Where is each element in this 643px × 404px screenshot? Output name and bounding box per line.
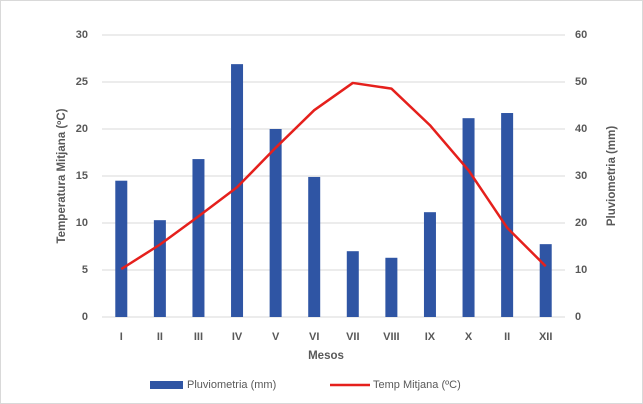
line: [120, 81, 547, 271]
y-tick-label: 0: [82, 311, 88, 323]
legend-label: Pluviometria (mm): [187, 379, 276, 391]
bar: [231, 64, 244, 317]
bar: [501, 113, 514, 318]
y2-tick-label: 20: [575, 217, 587, 229]
y2-tick-label: 10: [575, 264, 587, 276]
bar: [308, 176, 321, 317]
legend-swatch: [150, 381, 183, 389]
y2-tick-label: 50: [575, 76, 587, 88]
x-axis-title: Mesos: [308, 350, 344, 362]
bar: [346, 251, 359, 317]
y-tick-label: 20: [76, 123, 88, 135]
legend-label: Temp Mitjana (ºC): [373, 379, 461, 391]
y2-tick-label: 30: [575, 170, 587, 182]
bar: [192, 159, 205, 317]
y-tick-label: 30: [76, 29, 88, 41]
y2-tick-label: 0: [575, 311, 581, 323]
x-tick-label: I: [120, 331, 123, 343]
bar: [153, 220, 166, 317]
y-axis-title: Temperatura Mitjana (ºC): [56, 108, 68, 243]
x-tick-label: II: [157, 331, 163, 343]
x-tick-label: III: [194, 331, 203, 343]
bar: [115, 180, 128, 317]
x-tick-label: II: [504, 331, 510, 343]
bar: [385, 257, 398, 317]
y2-axis-title: Pluviometria (mm): [606, 126, 618, 226]
x-tick-label: VI: [309, 331, 319, 343]
x-tick-label: IV: [232, 331, 243, 343]
x-tick-label: V: [272, 331, 280, 343]
y-tick-label: 25: [76, 76, 88, 88]
y-tick-label: 10: [76, 217, 88, 229]
x-tick-label: X: [465, 331, 473, 343]
y-tick-label: 15: [76, 170, 88, 182]
bar: [423, 212, 436, 317]
y2-tick-label: 40: [575, 123, 587, 135]
x-tick-label: XII: [539, 331, 552, 343]
bar: [269, 129, 282, 317]
y2-tick-label: 60: [575, 29, 587, 41]
bar: [462, 118, 475, 317]
x-tick-label: VIII: [383, 331, 400, 343]
x-tick-label: VII: [346, 331, 359, 343]
y-tick-label: 5: [82, 264, 88, 276]
x-tick-label: IX: [425, 331, 436, 343]
bar: [539, 244, 552, 317]
